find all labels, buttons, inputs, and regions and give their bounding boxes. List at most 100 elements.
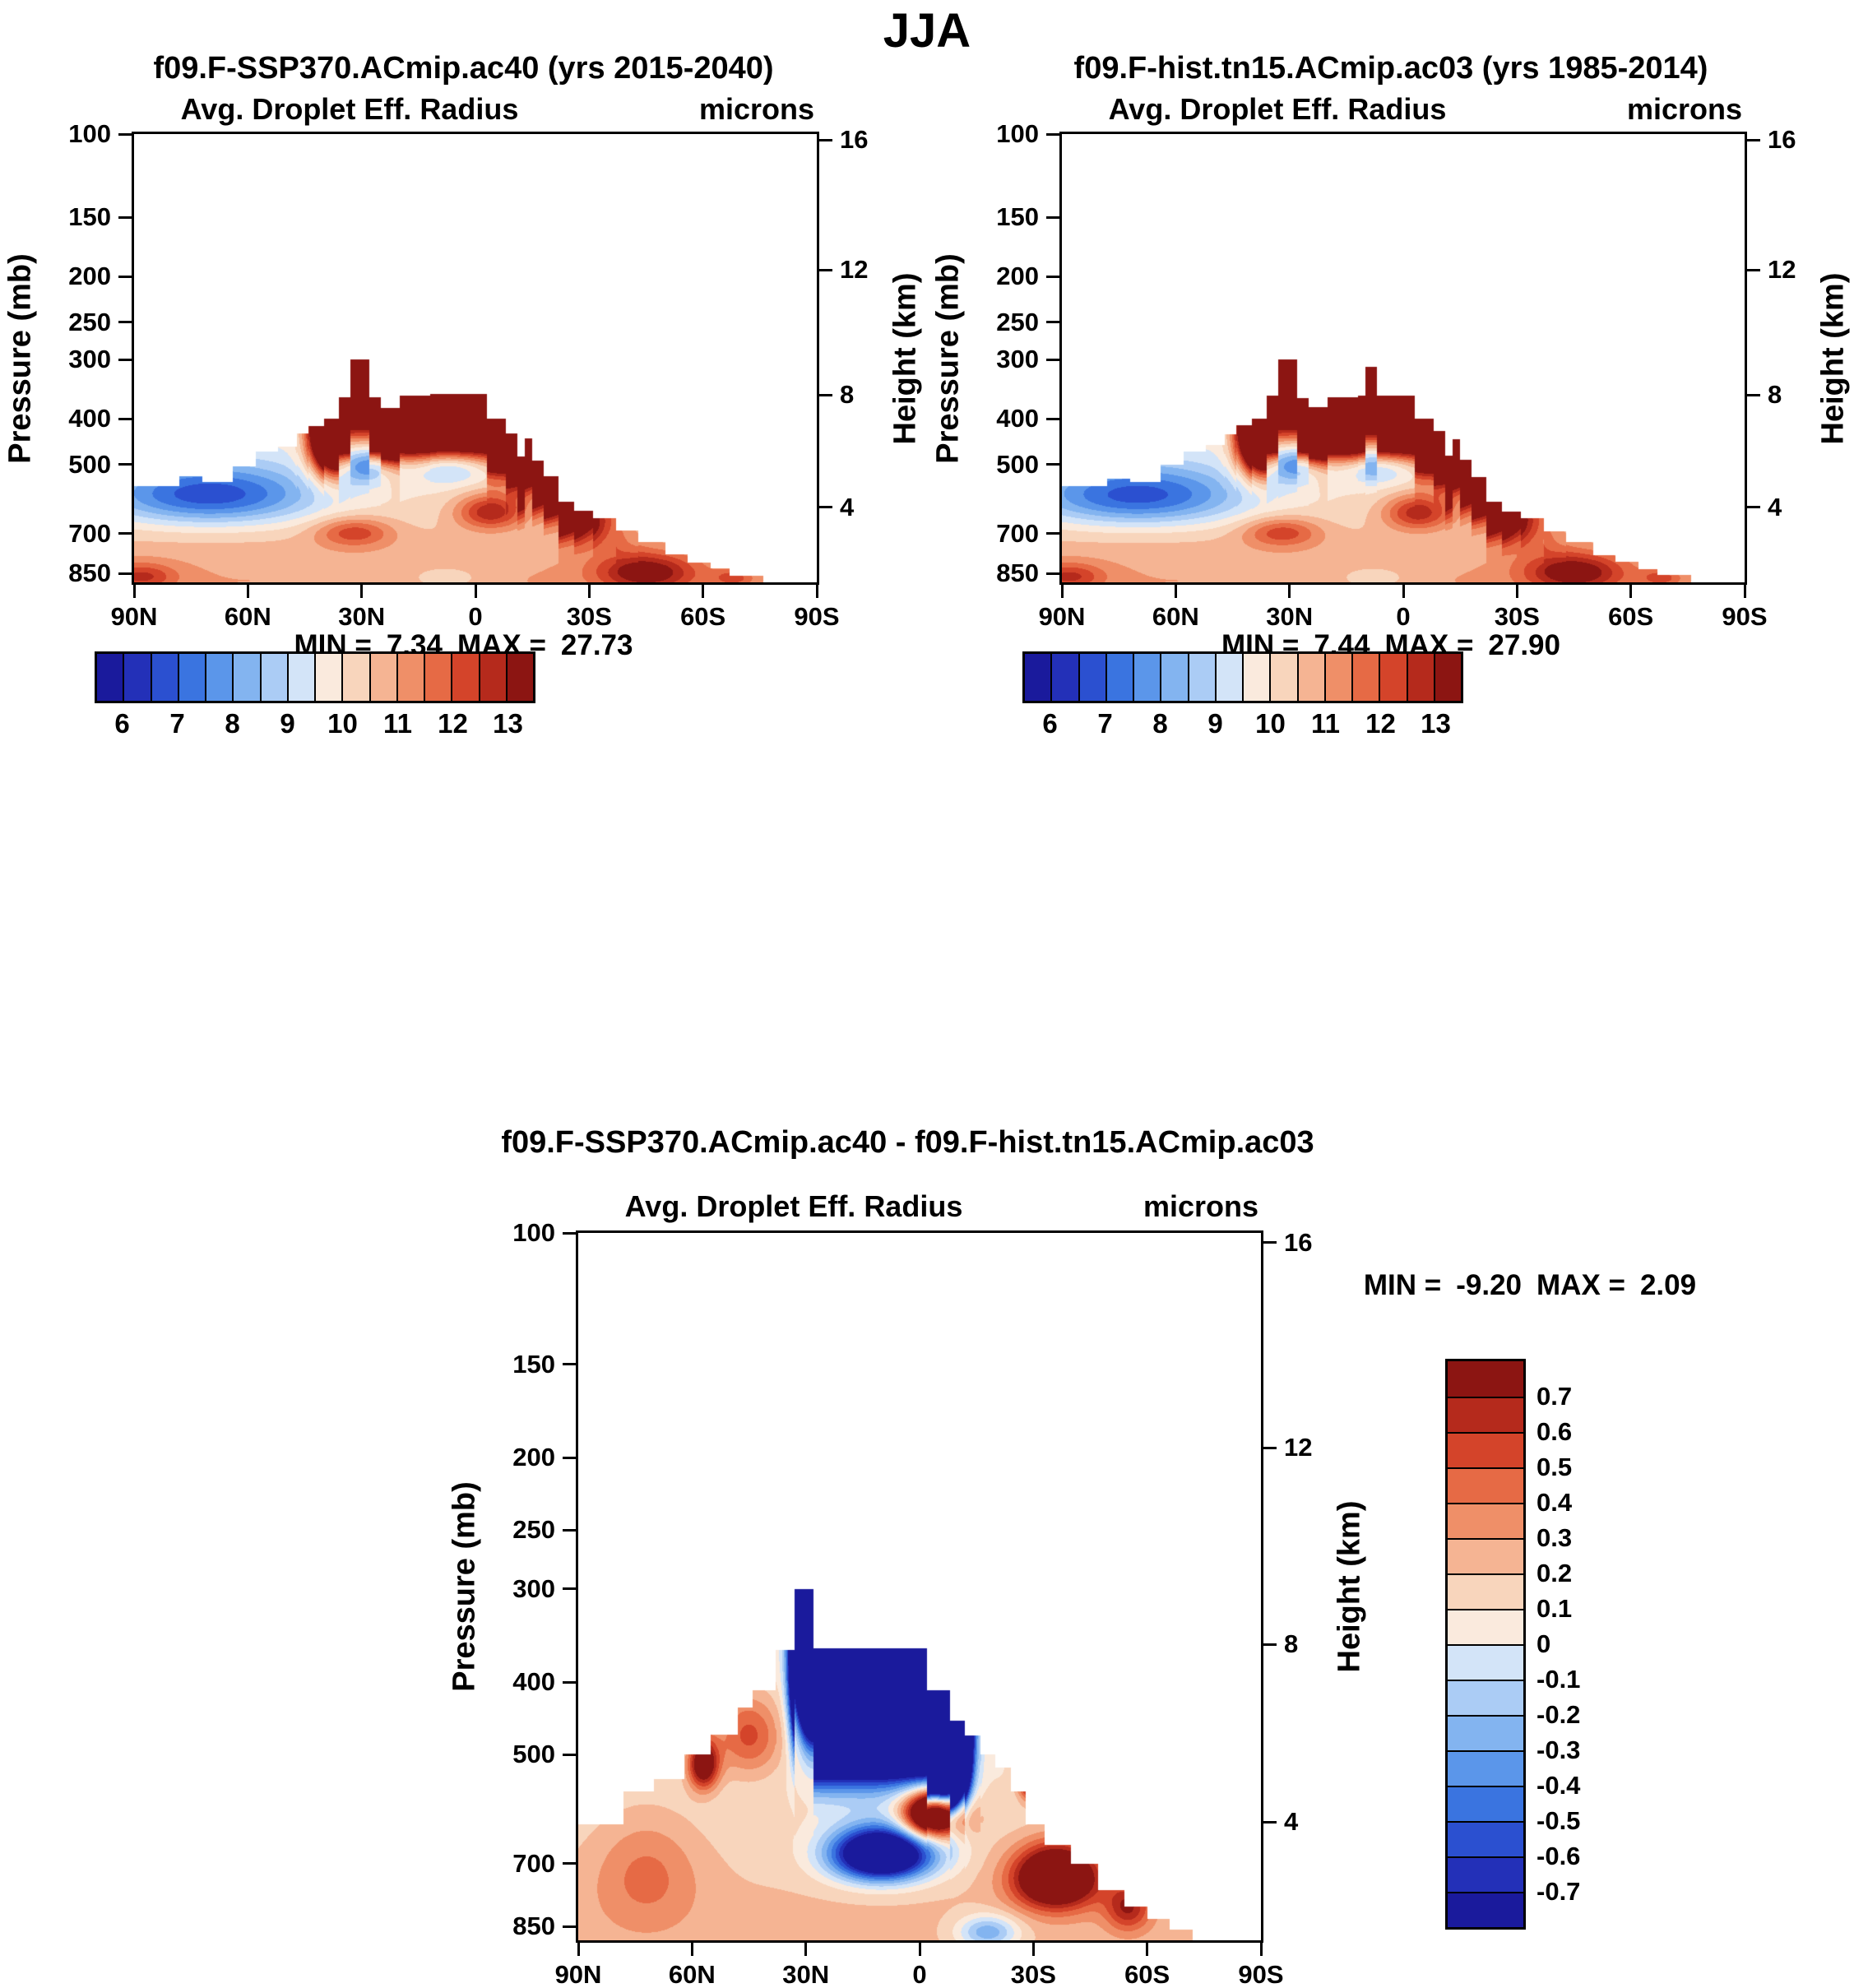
latitude-tick [804,1943,808,1956]
height-tick [1747,268,1760,271]
height-tick-label: 16 [1284,1227,1313,1257]
max-value: 27.90 [1488,629,1560,661]
colorbar-tick-label: 0 [1537,1629,1551,1658]
colorbar-segment [1448,1715,1523,1750]
colorbar-segment [1448,1573,1523,1609]
colorbar-segment [1448,1821,1523,1856]
colorbar-segment [1269,654,1297,701]
colorbar-segment [1105,654,1133,701]
colorbar-tick-label: 0.6 [1537,1417,1573,1446]
colorbar-segment [1448,1538,1523,1573]
latitude-tick-label: 90S [1238,1960,1284,1988]
colorbar-tick-label: 6 [114,708,130,739]
height-tick-label: 12 [1284,1433,1313,1462]
pressure-tick-label: 400 [68,404,111,433]
pressure-tick-label: 100 [996,119,1039,148]
colorbar-segment [286,654,314,701]
pressure-tick-label: 300 [996,345,1039,374]
colorbar-segment [1433,654,1461,701]
latitude-tick [360,585,364,598]
latitude-tick-label: 0 [1396,602,1411,631]
pressure-tick-label: 200 [512,1443,555,1472]
pressure-tick [118,417,132,420]
latitude-tick-label: 60S [1608,602,1654,631]
colorbar-tick-label: 11 [383,708,412,739]
colorbar-tick-label: -0.1 [1537,1665,1581,1694]
pressure-tick [118,532,132,535]
height-tick-label: 12 [1768,255,1796,285]
latitude-tick [132,585,136,598]
height-axis-label: Height (km) [1815,272,1851,444]
colorbar-segment [396,654,424,701]
pressure-axis-label: Pressure (mb) [447,1481,482,1692]
colorbar-segment [1448,1361,1523,1397]
pressure-tick-label: 850 [512,1912,555,1941]
latitude-tick-label: 30S [1494,602,1540,631]
pressure-tick [563,1456,576,1459]
panel-subtitle: Avg. Droplet Eff. Radius [1108,92,1447,126]
colorbar-tick-label: 10 [327,708,358,739]
height-tick-label: 16 [840,125,869,155]
pressure-tick-label: 250 [512,1515,555,1545]
pressure-tick-label: 150 [68,202,111,232]
latitude-tick-label: 60S [1124,1960,1170,1988]
contour-plot-difference: Pressure (mb) Height (km) 100 150 200 250 30… [447,1218,1367,1988]
latitude-tick [246,585,249,598]
pressure-tick [1046,275,1059,278]
pressure-axis-label: Pressure (mb) [2,253,38,464]
colorbar-tick-label: 0.3 [1537,1523,1573,1552]
colorbar-segment [1448,1786,1523,1821]
colorbar-segment [368,654,396,701]
colorbar-segment [451,654,479,701]
contour-plot-ssp370: Pressure (mb) Height (km) 100 150 200 250 30… [3,119,923,631]
latitude-tick-label: 90N [110,602,158,631]
latitude-tick [1402,585,1405,598]
height-tick-label: 12 [840,255,869,285]
latitude-tick-label: 30N [1266,602,1314,631]
panel-difference: f09.F-SSP370.ACmip.ac40 - f09.F-hist.tn1… [444,1125,1371,1988]
pressure-tick-label: 400 [512,1667,555,1697]
height-tick [819,268,832,271]
panel-ssp370: f09.F-SSP370.ACmip.ac40 (yrs 2015-2040) … [0,51,927,783]
max-value: 2.09 [1639,1269,1697,1301]
panel-title: f09.F-hist.tn15.ACmip.ac03 (yrs 1985-201… [1073,51,1708,86]
height-tick-label: 4 [1768,492,1782,521]
latitude-tick [702,585,705,598]
pressure-tick [1046,463,1059,466]
pressure-tick [118,275,132,278]
pressure-tick [1046,132,1059,136]
colorbar-segment [505,654,533,701]
pressure-tick [563,1231,576,1235]
pressure-tick [118,215,132,219]
colorbar-segment [478,654,506,701]
pressure-tick-label: 150 [512,1349,555,1379]
colorbar-segment [1133,654,1161,701]
pressure-axis-label: Pressure (mb) [930,253,966,464]
height-tick [1747,506,1760,509]
contour-canvas [134,134,817,582]
panel-units: microns [1626,92,1742,126]
colorbar-segment [1448,1609,1523,1644]
height-tick [819,138,832,141]
pressure-tick-label: 150 [996,202,1039,232]
pressure-tick-label: 250 [68,307,111,336]
pressure-tick-label: 300 [68,345,111,374]
panel-title: f09.F-SSP370.ACmip.ac40 (yrs 2015-2040) [153,51,774,86]
colorbar-segment [1448,1680,1523,1715]
pressure-tick-label: 700 [512,1848,555,1878]
pressure-tick-label: 250 [996,307,1039,336]
pressure-tick [563,1587,576,1591]
pressure-tick [563,1363,576,1366]
colorbar-tick-label: -0.2 [1537,1700,1581,1729]
pressure-tick [1046,417,1059,420]
colorbar-tick-label: 7 [1097,708,1113,739]
pressure-tick [1046,572,1059,575]
latitude-tick-label: 0 [912,1960,927,1988]
colorbar-segment [123,654,151,701]
panel-hist: f09.F-hist.tn15.ACmip.ac03 (yrs 1985-201… [928,51,1854,783]
colorbar-tick-label: 0.1 [1537,1594,1573,1623]
latitude-tick-label: 30N [782,1960,830,1988]
latitude-tick [1174,585,1177,598]
height-tick [1263,1446,1277,1449]
panel-units: microns [698,92,814,126]
